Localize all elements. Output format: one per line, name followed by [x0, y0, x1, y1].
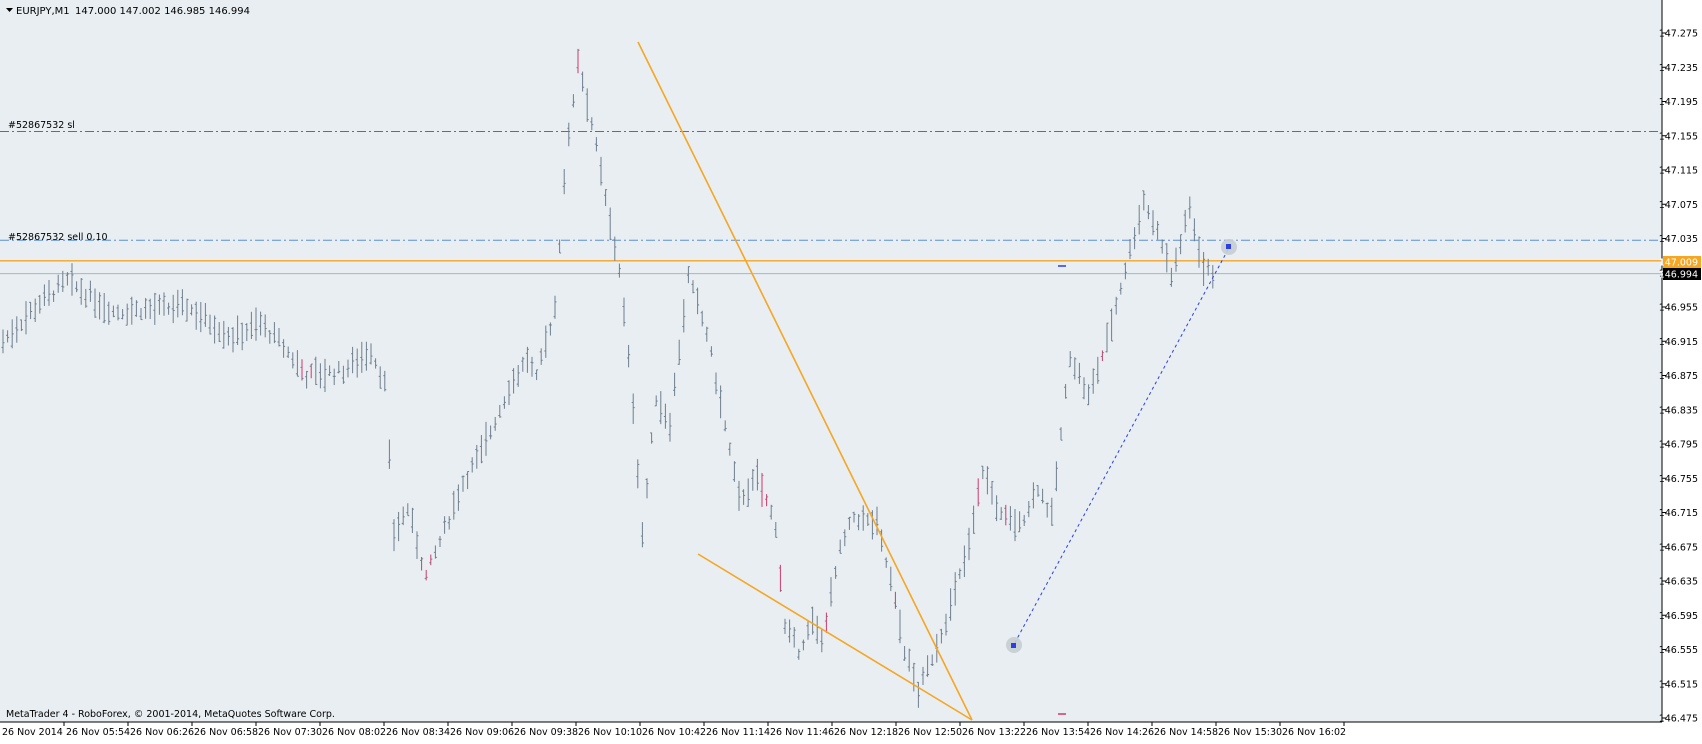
y-tick-label: 147.235 [1659, 63, 1698, 74]
copyright-footer: MetaTrader 4 - RoboForex, © 2001-2014, M… [6, 709, 335, 720]
plot-area[interactable] [0, 0, 1662, 722]
x-tick-label: 26 Nov 06:58 [194, 727, 258, 738]
x-tick-label: 26 Nov 09:38 [514, 727, 578, 738]
x-tick-label: 26 Nov 11:46 [770, 727, 834, 738]
blue-dotted-trendline[interactable] [1011, 245, 1231, 649]
x-tick-label: 26 Nov 15:30 [1218, 727, 1282, 738]
trendline-start-marker[interactable] [1011, 643, 1016, 648]
y-tick-label: 147.195 [1659, 97, 1698, 108]
y-tick-label: 146.515 [1659, 679, 1698, 690]
time-scale[interactable] [0, 722, 1662, 740]
ohlc-values: 147.000 147.002 146.985 146.994 [75, 6, 250, 17]
x-tick-label: 26 Nov 16:02 [1282, 727, 1346, 738]
y-tick-label: 146.715 [1659, 508, 1698, 519]
x-tick-label: 26 Nov 09:06 [450, 727, 514, 738]
sell-order-label: #52867532 sell 0.10 [8, 232, 108, 243]
price-scale[interactable] [1662, 0, 1702, 740]
y-tick-label: 147.115 [1659, 166, 1698, 177]
x-tick-label: 26 Nov 12:50 [898, 727, 962, 738]
x-tick-label: 26 Nov 06:26 [130, 727, 194, 738]
orange-level-tag [1663, 256, 1701, 268]
orange-trendline-upper[interactable] [637, 41, 973, 721]
y-tick-label: 147.035 [1659, 234, 1698, 245]
y-tick-label: 146.595 [1659, 611, 1698, 622]
x-tick-label: 26 Nov 10:42 [642, 727, 706, 738]
chart-header: EURJPY,M1 147.000 147.002 146.985 146.99… [6, 6, 250, 17]
y-tick-label: 146.915 [1659, 337, 1698, 348]
y-tick-label: 147.275 [1659, 29, 1698, 40]
y-tick-label: 146.475 [1659, 714, 1698, 725]
y-tick-label: 146.555 [1659, 645, 1698, 656]
bid-price-tag [1663, 268, 1701, 280]
y-tick-label: 147.075 [1659, 200, 1698, 211]
y-tick-label: 146.635 [1659, 577, 1698, 588]
price-axis: 147.275 147.235 147.195 147.155 147.115 147.0… [1659, 29, 1698, 725]
x-tick-label: 26 Nov 07:30 [258, 727, 322, 738]
y-tick-label: 146.675 [1659, 542, 1698, 553]
y-tick-label: 146.835 [1659, 405, 1698, 416]
orange-level-price: 147.009 [1659, 258, 1698, 269]
stop-loss-label: #52867532 sl [8, 120, 75, 131]
x-tick-label: 26 Nov 10:10 [578, 727, 642, 738]
x-tick-label: 26 Nov 2014 [2, 727, 63, 738]
x-tick-label: 26 Nov 13:22 [962, 727, 1026, 738]
y-tick-label: 146.795 [1659, 440, 1698, 451]
bid-price: 146.994 [1659, 270, 1698, 281]
orange-trendline-lower[interactable] [697, 553, 973, 721]
x-tick-label: 26 Nov 14:58 [1154, 727, 1218, 738]
y-tick-label: 146.875 [1659, 371, 1698, 382]
x-tick-label: 26 Nov 14:26 [1090, 727, 1154, 738]
x-tick-label: 26 Nov 08:34 [386, 727, 450, 738]
symbol-timeframe: EURJPY,M1 [16, 6, 70, 17]
collapse-triangle-icon[interactable] [6, 8, 13, 12]
x-tick-label: 26 Nov 13:54 [1026, 727, 1090, 738]
x-tick-label: 26 Nov 05:54 [66, 727, 130, 738]
y-tick-label: 146.955 [1659, 303, 1698, 314]
time-axis: 26 Nov 2014 26 Nov 05:54 26 Nov 06:26 26 No… [2, 722, 1346, 738]
x-tick-label: 26 Nov 08:02 [322, 727, 386, 738]
trendline-end-marker[interactable] [1226, 244, 1231, 249]
price-bars [1, 48, 1215, 708]
x-tick-label: 26 Nov 11:14 [706, 727, 770, 738]
y-tick-label: 146.755 [1659, 474, 1698, 485]
x-tick-label: 26 Nov 12:18 [834, 727, 898, 738]
y-tick-label: 147.155 [1659, 131, 1698, 142]
